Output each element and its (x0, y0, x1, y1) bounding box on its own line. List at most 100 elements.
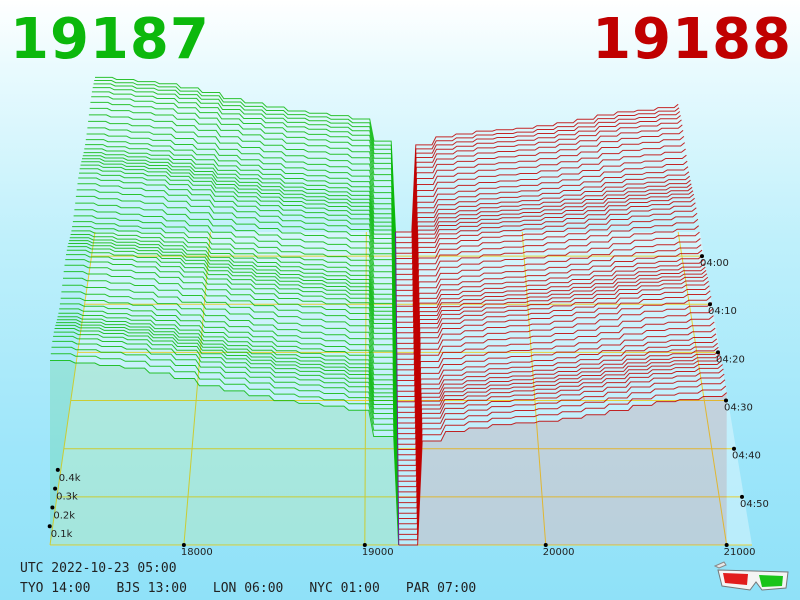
ask-depth-snapshot-line (397, 296, 712, 445)
bid-depth-snapshot-line (50, 360, 400, 546)
bid-depth-snapshot-line (91, 91, 397, 254)
ask-depth-series (395, 103, 728, 546)
volume-tick-label: 0.3k (56, 492, 78, 503)
ask-depth-snapshot-line (396, 193, 695, 334)
volume-tick-dot (55, 467, 60, 472)
ask-depth-snapshot-line (396, 160, 688, 291)
bid-depth-snapshot-line (72, 221, 398, 386)
bid-depth-snapshot-line (68, 243, 398, 418)
ask-depth-snapshot-line (396, 218, 699, 360)
bid-depth-snapshot-line (52, 340, 399, 530)
bid-depth-snapshot-line (67, 246, 398, 424)
bid-depth-snapshot-line (71, 230, 398, 397)
bid-depth-snapshot-line (75, 195, 398, 365)
3d-glasses-icon[interactable] (712, 560, 794, 594)
ask-depth-snapshot-line (396, 212, 698, 355)
ask-depth-snapshot-line (396, 186, 693, 323)
utc-timestamp: UTC 2022-10-23 05:00 (20, 561, 177, 576)
ask-depth-snapshot-line (397, 290, 711, 440)
ask-depth-snapshot-line (398, 379, 726, 535)
ask-depth-snapshot-line (397, 266, 706, 408)
ask-depth-snapshot-line (396, 166, 689, 297)
ask-depth-snapshot-line (397, 270, 707, 413)
ask-depth-snapshot-line (398, 338, 718, 482)
ask-depth-snapshot-line (397, 231, 700, 371)
bid-depth-snapshot-line (56, 319, 399, 498)
ask-depth-snapshot-line (396, 183, 692, 318)
bid-depth-snapshot-line (94, 80, 396, 238)
bid-depth-snapshot-line (86, 133, 397, 291)
bid-depth-snapshot-line (81, 161, 397, 328)
time-tick-dot (740, 494, 744, 499)
volume-tick-dot (53, 486, 58, 491)
ask-depth-snapshot-line (398, 392, 728, 546)
bid-depth-snapshot-line (73, 215, 398, 381)
bid-price: 19187 (10, 7, 210, 72)
ask-depth-snapshot-line (398, 350, 720, 498)
bid-depth-snapshot-line (59, 303, 399, 477)
time-tick-dot (708, 302, 712, 307)
ask-depth-snapshot-line (397, 254, 704, 392)
ask-depth-snapshot-line (395, 115, 681, 249)
time-tick-label: 04:00 (700, 258, 729, 269)
bid-depth-snapshot-line (85, 139, 397, 296)
bid-depth-snapshot-line (59, 308, 399, 482)
bid-depth-snapshot-line (84, 148, 397, 307)
ask-depth-snapshot-line (398, 353, 721, 504)
bid-depth-snapshot-line (66, 249, 398, 429)
bid-depth-snapshot-line (89, 107, 397, 270)
clock-tokyo: TYO 14:00 (20, 581, 91, 596)
ask-depth-snapshot-line (396, 130, 684, 265)
ask-depth-snapshot-line (396, 202, 696, 344)
bid-depth-series (50, 76, 400, 546)
ask-depth-snapshot-line (396, 142, 686, 275)
bid-depth-snapshot-line (70, 234, 398, 402)
ask-depth-snapshot-line (397, 259, 705, 397)
chart-floor (50, 232, 752, 545)
ask-depth-snapshot-line (395, 111, 681, 244)
ask-depth-snapshot-line (398, 321, 715, 466)
ask-depth-snapshot-line (396, 207, 697, 350)
time-tick-dot (724, 398, 728, 403)
bid-depth-snapshot-line (56, 322, 399, 503)
ask-depth-snapshot-line (398, 385, 727, 541)
bid-depth-snapshot-line (91, 96, 397, 259)
price-tick-label: 20000 (543, 547, 575, 558)
time-tick-dot (716, 350, 720, 355)
ask-depth-snapshot-line (397, 244, 702, 381)
bid-depth-snapshot-line (66, 254, 398, 434)
ask-depth-snapshot-line (396, 190, 694, 328)
volume-tick-dot (47, 524, 52, 529)
ask-depth-snapshot-line (395, 124, 683, 259)
price-tick-dot (543, 543, 548, 547)
ask-depth-snapshot-line (395, 107, 680, 238)
bid-depth-snapshot-line (92, 87, 397, 248)
ask-depth-snapshot-line (398, 360, 723, 514)
ask-depth-snapshot-line (397, 285, 710, 435)
bid-depth-snapshot-line (64, 264, 399, 445)
world-clock: TYO 14:00 BJS 13:00 LON 06:00 NYC 01:00 PAR … (20, 581, 502, 596)
bid-depth-snapshot-line (53, 331, 399, 519)
price-tick-label: 18000 (181, 547, 213, 558)
ask-depth-snapshot-line (395, 103, 679, 233)
volume-tick-label: 0.2k (53, 510, 75, 521)
clock-beijing: BJS 13:00 (116, 581, 187, 596)
bid-depth-snapshot-line (95, 76, 396, 233)
price-tick-label: 21000 (724, 547, 756, 558)
ask-depth-snapshot-line (398, 356, 722, 509)
bid-depth-snapshot-line (80, 164, 397, 333)
bid-depth-snapshot-line (65, 259, 399, 439)
ask-depth-snapshot-line (397, 249, 703, 387)
price-gridline (183, 231, 211, 546)
ask-price: 19188 (592, 7, 792, 72)
bid-depth-snapshot-line (93, 83, 397, 243)
time-tick-label: 04:40 (732, 451, 761, 462)
ask-depth-snapshot-line (397, 225, 700, 366)
bid-depth-snapshot-line (75, 202, 398, 370)
volume-tick-label: 0.4k (59, 473, 81, 484)
ask-depth-snapshot-line (398, 364, 723, 519)
time-tick-label: 04:50 (740, 499, 769, 510)
price-tick-dot (362, 543, 367, 547)
bid-depth-snapshot-line (55, 324, 399, 508)
bid-depth-snapshot-line (87, 127, 397, 286)
